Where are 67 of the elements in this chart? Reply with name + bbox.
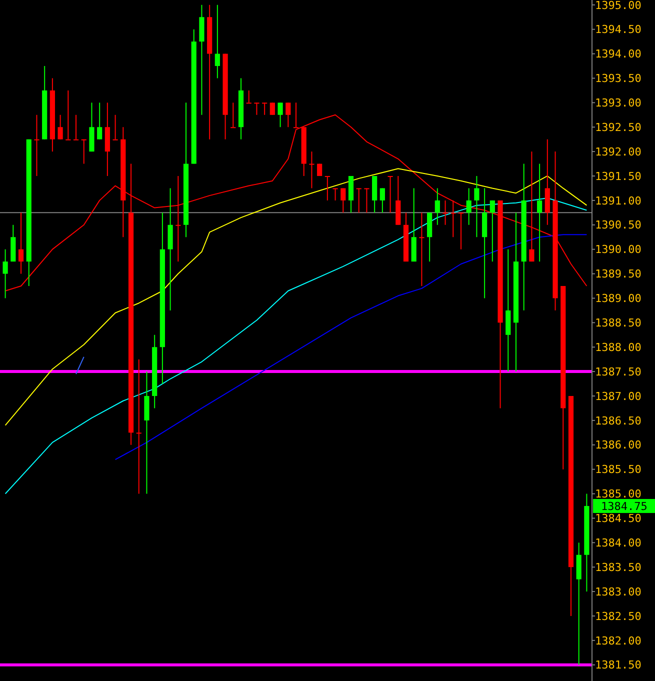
y-tick-label: 1393.00 (595, 96, 642, 110)
candlestick (340, 188, 346, 214)
y-tick-label: 1389.00 (595, 292, 642, 306)
candlestick (278, 102, 283, 128)
y-tick-label: 1385.50 (595, 463, 642, 476)
candlestick (176, 175, 181, 262)
candlestick (419, 212, 424, 286)
candlestick (66, 90, 71, 140)
y-tick-label: 1386.50 (595, 414, 642, 428)
candlestick (2, 248, 8, 299)
candlestick (450, 200, 456, 238)
y-tick-label: 1394.50 (595, 23, 642, 36)
candlestick (214, 4, 220, 79)
candlestick (58, 114, 63, 140)
y-tick-label: 1394.00 (595, 48, 642, 61)
candlestick (97, 102, 102, 140)
y-tick-label: 1388.50 (595, 316, 642, 330)
candlestick (270, 102, 275, 116)
candlestick (537, 163, 542, 262)
y-tick-label: 1387.00 (595, 390, 642, 403)
y-tick-label: 1392.00 (595, 145, 642, 158)
y-tick-label: 1395.00 (595, 0, 642, 12)
candlestick (317, 163, 322, 176)
y-tick-label: 1392.50 (595, 120, 642, 134)
candlestick (466, 188, 472, 226)
candlestick (309, 151, 314, 189)
candlestick (458, 212, 464, 250)
candlestick (246, 90, 252, 104)
y-tick-label: 1384.00 (595, 536, 642, 550)
text: 1384.75 (601, 500, 648, 513)
candlestick (286, 102, 291, 128)
candlestick (364, 188, 370, 214)
candlestick (434, 188, 440, 226)
candlestick (474, 175, 480, 238)
y-tick-label: 1388.00 (595, 340, 642, 354)
y-tick-label: 1385.00 (595, 488, 642, 501)
y-tick-label: 1386.00 (595, 438, 642, 452)
candlestick (356, 188, 362, 214)
candlestick (380, 188, 385, 214)
candlestick (332, 188, 338, 201)
y-tick-label: 1391.50 (595, 170, 642, 183)
y-tick-label: 1387.50 (595, 365, 642, 378)
candlestick (262, 102, 268, 116)
y-tick-label: 1383.00 (595, 585, 642, 598)
y-tick-label: 1389.50 (595, 268, 642, 281)
y-tick-label: 1393.50 (595, 72, 642, 86)
candlestick (442, 200, 448, 226)
candlestick (230, 102, 236, 128)
candlestick (529, 151, 534, 262)
candlestick (34, 114, 40, 176)
y-tick-label: 1390.00 (595, 243, 642, 256)
candlestick (324, 175, 330, 201)
y-tick-label: 1383.50 (595, 560, 642, 574)
y-tick-label: 1382.50 (595, 610, 642, 623)
candlestick (73, 114, 79, 140)
candlestick (136, 358, 142, 494)
candlestick (254, 102, 260, 116)
candlestick (388, 175, 393, 214)
candlestick (81, 138, 86, 164)
y-tick-label: 1384.50 (595, 512, 642, 526)
y-tick-label: 1381.50 (595, 658, 642, 672)
y-tick-label: 1391.00 (595, 194, 642, 208)
candlestick (18, 212, 24, 274)
candlestick (112, 114, 118, 140)
y-tick-label: 1382.00 (595, 634, 642, 648)
y-tick-label: 1390.50 (595, 218, 642, 232)
candlestick (490, 200, 495, 262)
